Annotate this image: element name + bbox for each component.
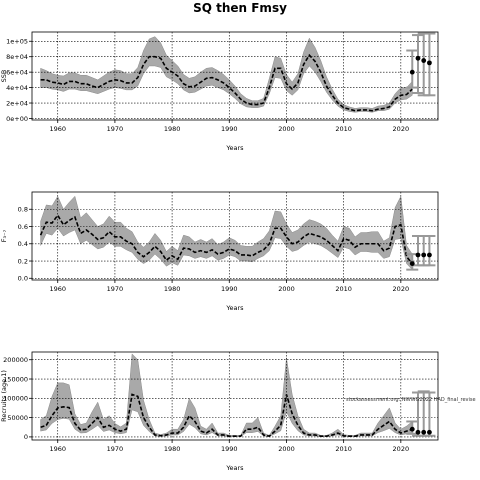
forecast-point (427, 252, 432, 258)
x-tick-label: 2000 (278, 445, 295, 453)
x-tick-label: 1980 (164, 445, 181, 453)
forecast-point (409, 426, 415, 432)
x-tick-label: 2020 (393, 285, 410, 293)
x-axis-label: Years (225, 144, 244, 152)
figure-title: SQ then Fmsy (193, 1, 287, 15)
grid (32, 352, 438, 440)
plot-frame (31, 351, 439, 441)
grid (32, 192, 438, 280)
y-tick-label: 0.8 (18, 206, 28, 214)
forecast-errorbar (411, 34, 424, 94)
y-tick-label: 50000 (7, 414, 28, 422)
estimate-line (40, 393, 413, 438)
y-tick-label: 0.6 (18, 223, 28, 231)
x-tick-label: 1990 (221, 125, 238, 133)
x-tick-label: 1970 (107, 445, 124, 453)
x-axis-label: Years (225, 304, 244, 312)
x-tick-label: 2010 (335, 125, 352, 133)
x-tick-label: 2020 (393, 125, 410, 133)
plot-frame (31, 31, 439, 121)
x-tick-label: 2000 (278, 125, 295, 133)
y-tick-label: 4e+04 (6, 84, 28, 92)
forecast-errorbar (423, 235, 436, 267)
forecast-point (421, 58, 427, 63)
y-tick-label: 1e+05 (6, 38, 28, 46)
forecast-point (427, 60, 432, 66)
panel-f: 1960 1970 1980 1990 2000 2010 2020 0.0 0.2 0.4 0.6… (0, 191, 439, 312)
estimate-line (40, 53, 413, 112)
y-axis-label: F₃₋₇ (0, 229, 8, 242)
plot-frame (31, 191, 439, 281)
x-tick-label: 1990 (221, 445, 238, 453)
x-tick-label: 2000 (278, 285, 295, 293)
y-tick-label: 0 (24, 433, 28, 441)
x-tick-label: 2020 (393, 445, 410, 453)
forecast-point (415, 252, 421, 258)
forecast-errorbar (423, 391, 436, 437)
forecast-point (409, 69, 415, 75)
y-tick-label: 0.0 (18, 275, 28, 283)
forecast-point (409, 261, 415, 267)
x-tick-label: 1990 (221, 285, 238, 293)
x-axis-label: Years (225, 464, 244, 472)
y-tick-label: 8e+04 (6, 53, 28, 61)
y-tick-label: 0e+00 (6, 115, 28, 123)
y-tick-label: 100000 (3, 395, 28, 403)
forecast-point (421, 429, 427, 435)
x-tick-label: 1960 (49, 125, 66, 133)
y-tick-label: 0.2 (18, 257, 28, 265)
y-axis-label: SSB (0, 70, 8, 83)
y-tick-label: 0.4 (18, 240, 28, 248)
forecast-point (421, 252, 427, 258)
panel-recruits: 1960 1970 1980 1990 2000 2010 2020 0 50000 100000… (0, 351, 439, 472)
estimate-line (39, 213, 413, 265)
y-tick-label: 6e+04 (6, 68, 28, 76)
x-tick-label: 1970 (107, 285, 124, 293)
x-tick-label: 1980 (164, 125, 181, 133)
x-tick-label: 1970 (107, 125, 124, 133)
forecast-point (415, 55, 421, 61)
y-axis-label: Recruits (age 1) (0, 370, 8, 422)
y-tick-label: 200000 (3, 356, 28, 364)
y-tick-label: 2e+04 (6, 99, 28, 107)
grid (32, 32, 438, 120)
plot-area (32, 32, 438, 120)
forecast-point (427, 429, 432, 435)
forecast-point (415, 429, 421, 435)
panel-ssb: 1960 1970 1980 1990 2000 2010 2020 0e+00 2e+04 4e… (0, 31, 439, 152)
x-tick-label: 1960 (49, 445, 66, 453)
forecast-errorbar (406, 49, 419, 89)
x-tick-label: 1980 (164, 285, 181, 293)
source-note: stockassessment.org: NWWG2022 HAD_final_… (346, 397, 476, 403)
y-tick-label: 150000 (3, 375, 28, 383)
x-tick-label: 2010 (335, 445, 352, 453)
panels: 1960 1970 1980 1990 2000 2010 2020 0e+00 2e+04 4e… (0, 31, 439, 472)
x-tick-label: 1960 (49, 285, 66, 293)
x-tick-label: 2010 (335, 285, 352, 293)
